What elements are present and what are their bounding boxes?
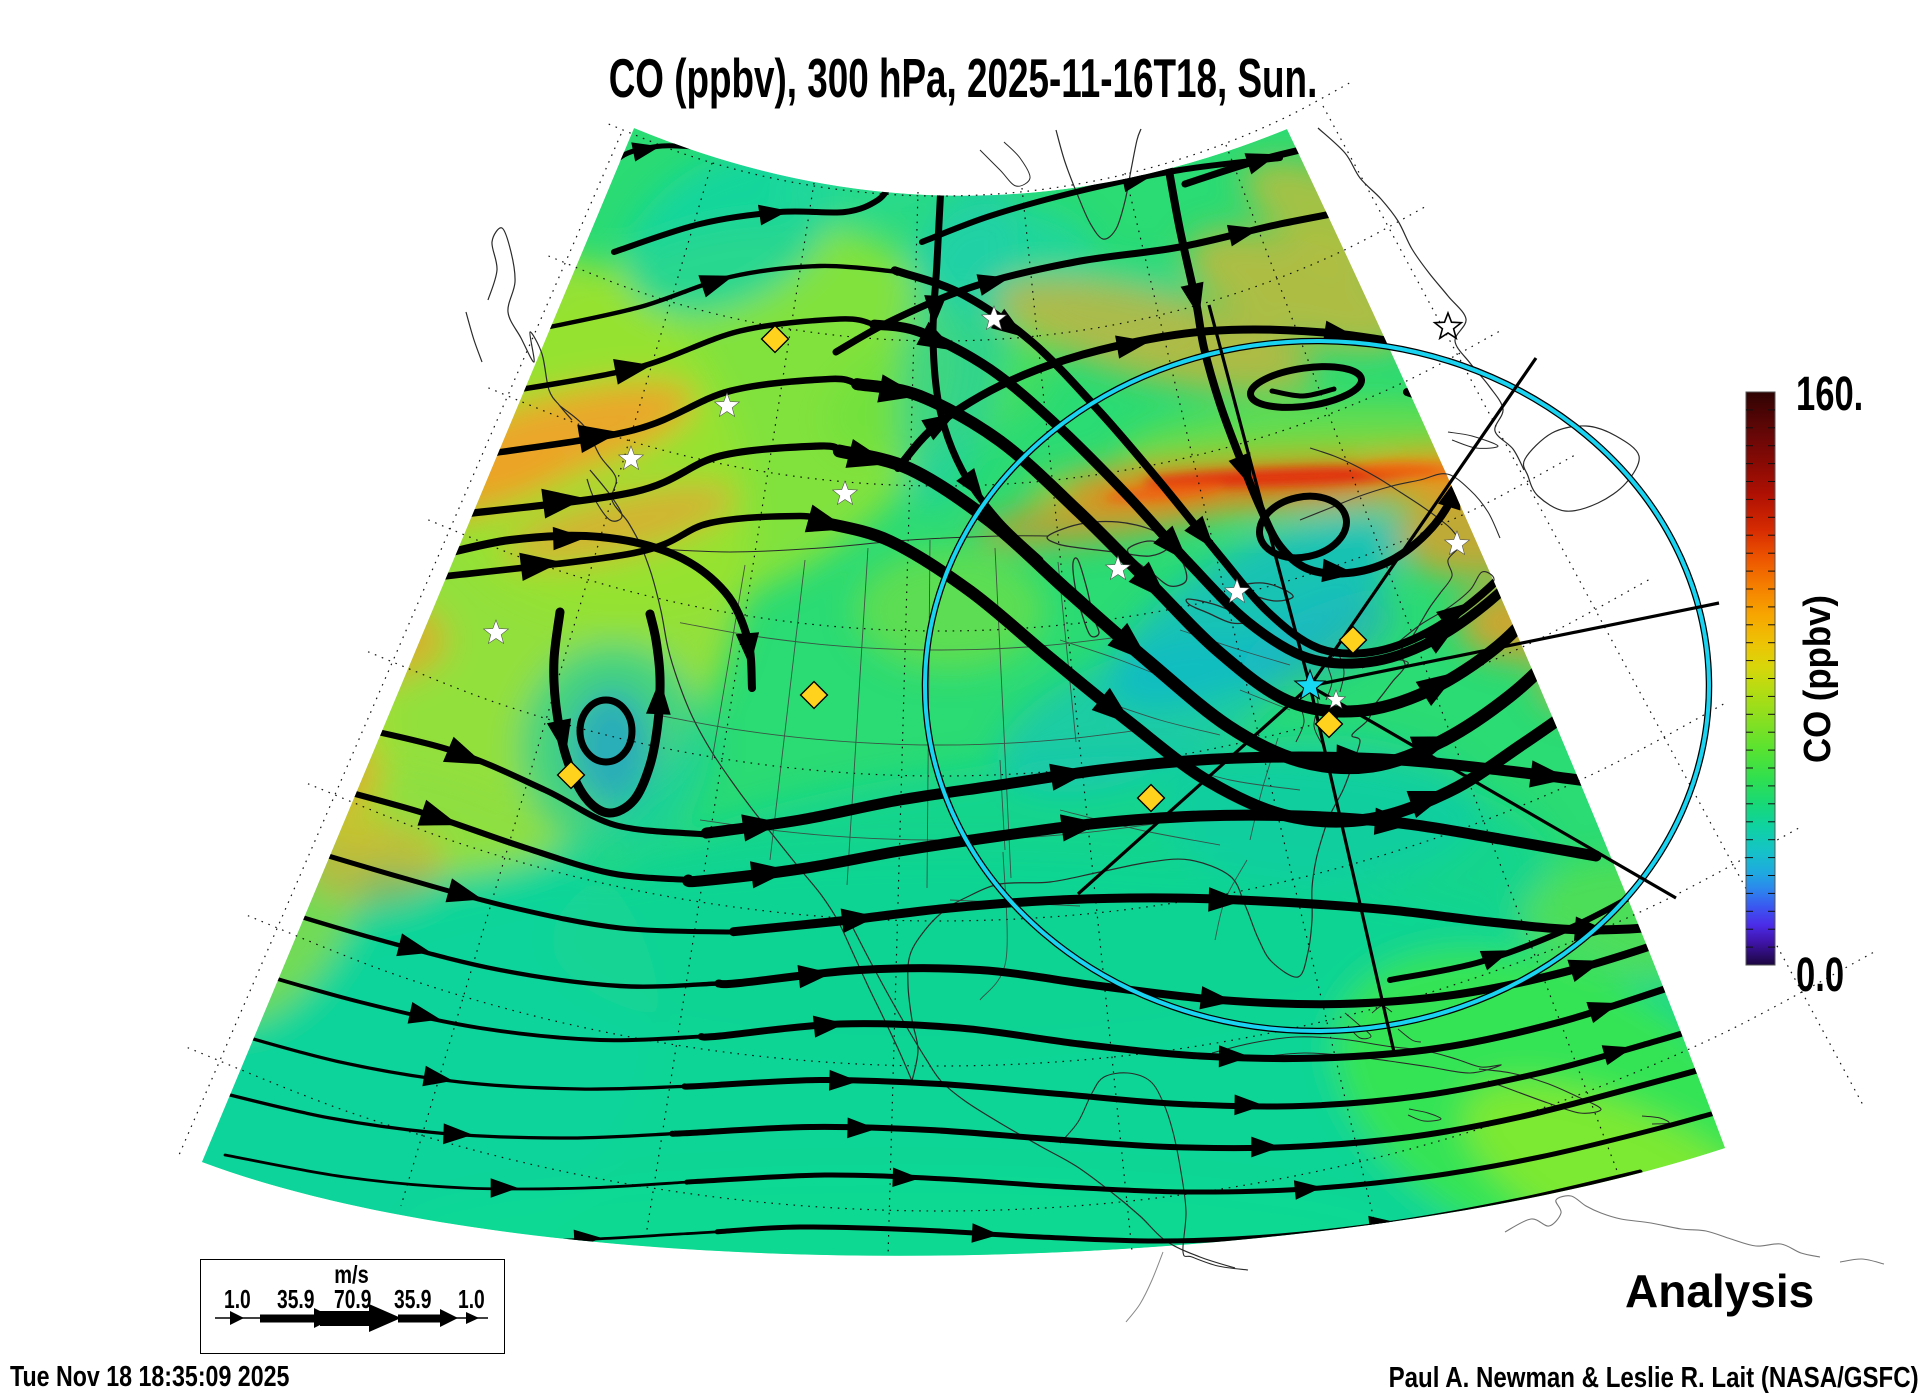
svg-text:CO (ppbv): CO (ppbv) [1797,595,1839,763]
